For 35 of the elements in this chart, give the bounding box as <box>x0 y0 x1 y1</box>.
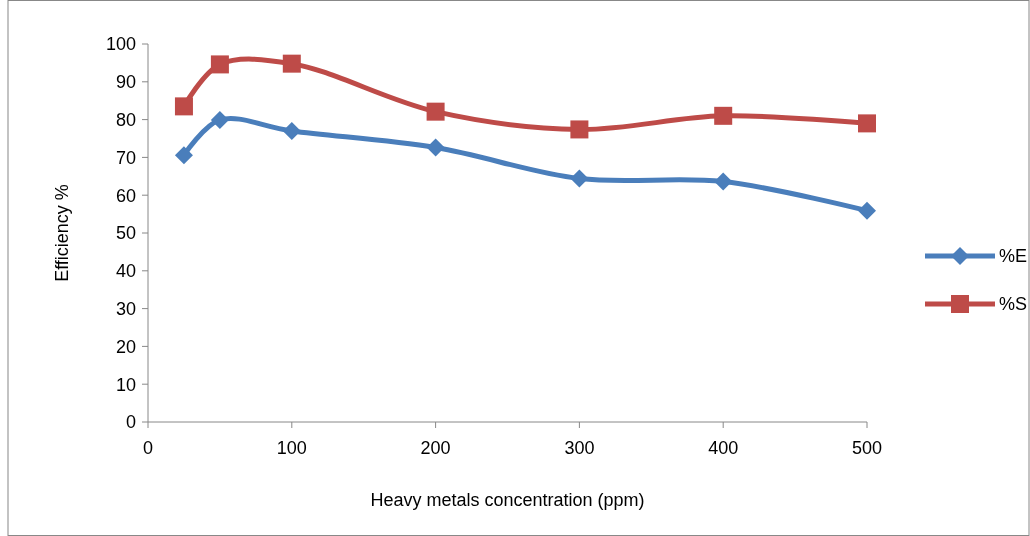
x-tick-label: 300 <box>564 438 595 458</box>
point <box>714 172 733 191</box>
y-tick-label: 60 <box>115 185 136 206</box>
point <box>210 110 229 129</box>
y-tick-label: 100 <box>105 34 136 55</box>
point <box>174 146 193 165</box>
point <box>714 106 733 125</box>
y-tick-label: 50 <box>115 223 136 244</box>
y-tick-label: 40 <box>115 261 136 282</box>
point <box>570 120 589 139</box>
point <box>858 201 876 220</box>
point <box>426 138 445 157</box>
x-tick-label: 100 <box>276 438 307 458</box>
y-tick-label: 10 <box>115 374 136 395</box>
y-tick-label: 70 <box>115 147 136 168</box>
point <box>570 169 589 188</box>
point <box>210 55 229 74</box>
y-tick-label: 90 <box>115 72 136 93</box>
point <box>426 102 445 121</box>
point <box>174 97 193 116</box>
point <box>858 114 876 133</box>
y-tick-label: 80 <box>115 109 136 130</box>
y-axis-title: Efficiency % <box>52 184 72 282</box>
y-tick-label: 30 <box>115 298 136 319</box>
x-tick-label: 0 <box>142 438 154 458</box>
point <box>282 121 301 140</box>
legend-label: %E <box>999 246 1028 267</box>
point <box>282 54 301 73</box>
y-tick-label: 0 <box>125 412 136 433</box>
x-axis-title: Heavy metals concentration (ppm) <box>370 490 645 510</box>
y-tick-label: 20 <box>115 336 136 357</box>
x-tick-label: 400 <box>708 438 739 458</box>
x-tick-label: 500 <box>851 438 883 458</box>
legend-label: %S <box>999 294 1028 315</box>
x-tick-label: 200 <box>420 438 451 458</box>
